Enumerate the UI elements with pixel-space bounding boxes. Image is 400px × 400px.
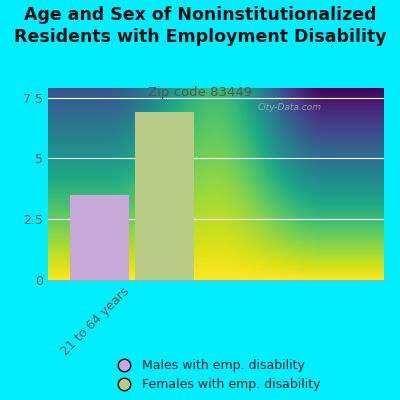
Bar (135, 112, 194, 280)
Text: Age and Sex of Noninstitutionalized
Residents with Employment Disability: Age and Sex of Noninstitutionalized Resi… (14, 6, 386, 46)
Text: City-Data.com: City-Data.com (258, 103, 322, 112)
Bar (70, 195, 129, 280)
Text: Zip code 83449: Zip code 83449 (148, 86, 252, 99)
Legend: Males with emp. disability, Females with emp. disability: Males with emp. disability, Females with… (111, 359, 321, 392)
